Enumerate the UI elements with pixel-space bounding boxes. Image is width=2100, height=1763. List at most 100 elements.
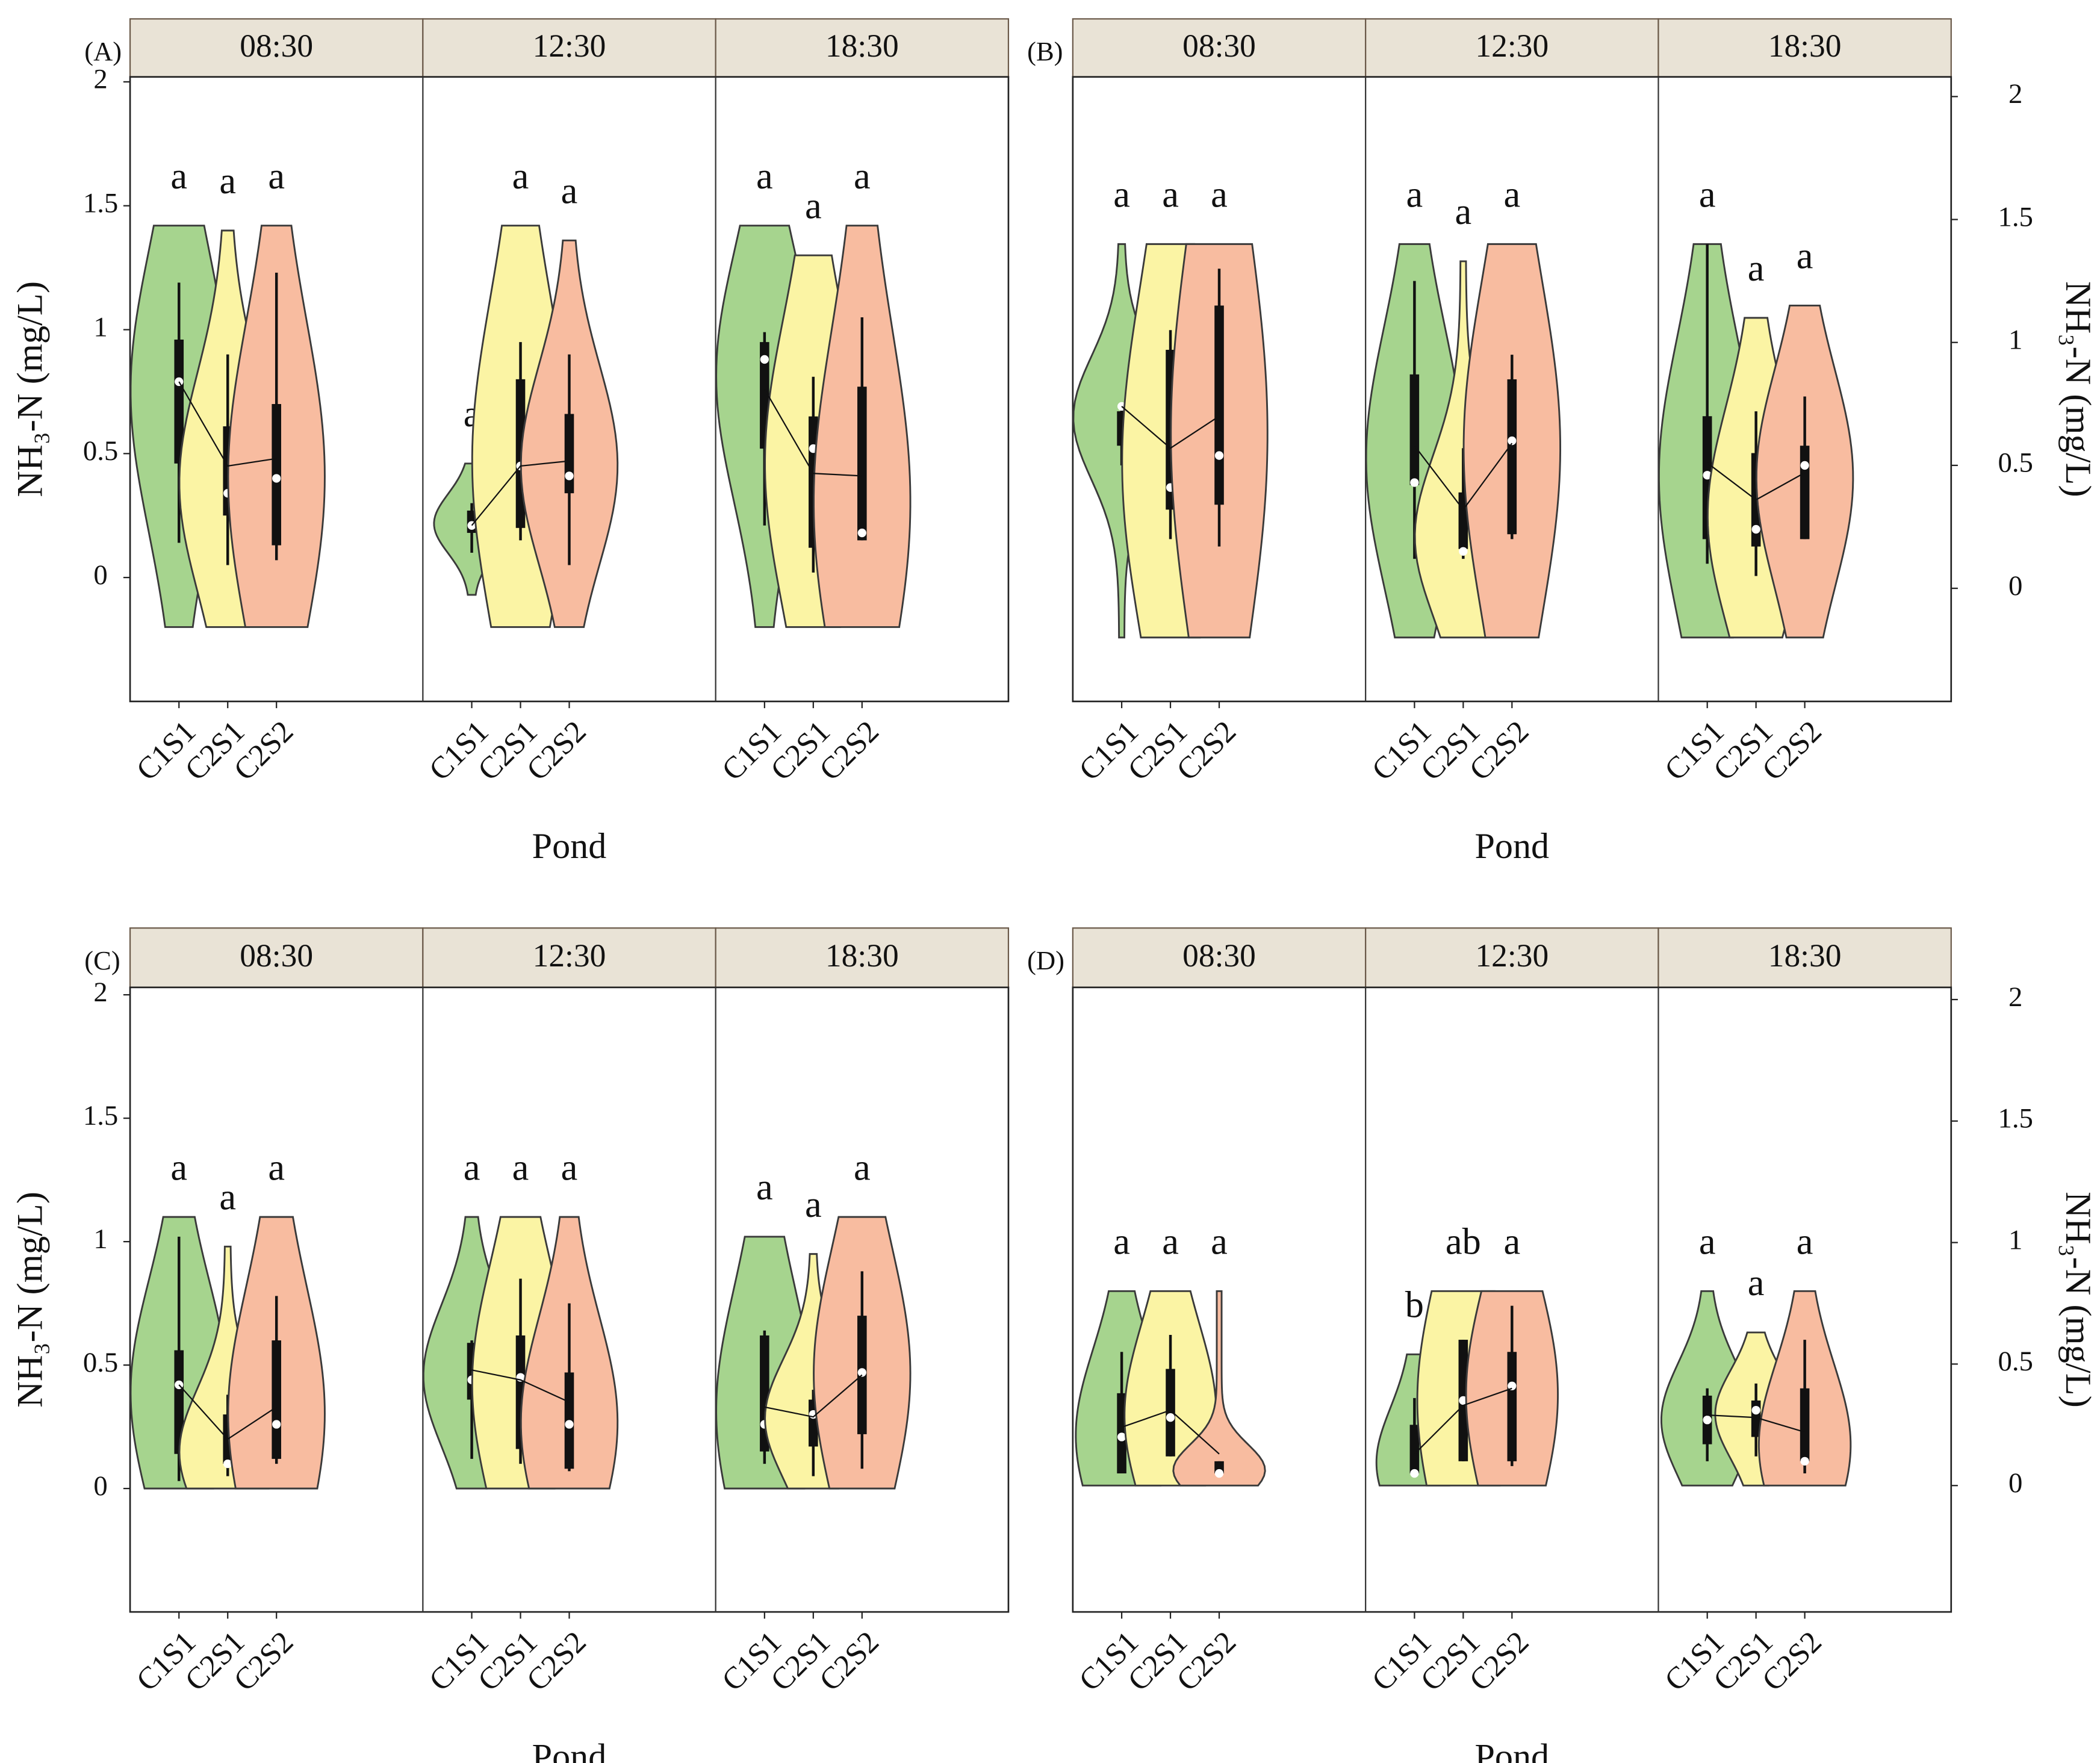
facet-title: 12:30 (533, 937, 606, 974)
y-tick-label: 2 (93, 977, 107, 1008)
median-dot (272, 474, 281, 483)
y-tick-label: 1.5 (83, 1100, 118, 1131)
significance-letter: a (464, 1146, 480, 1188)
mean-line (1121, 406, 1220, 449)
facet-strip (129, 18, 424, 78)
y-tick-label: 1.5 (83, 187, 118, 219)
facet-title: 18:30 (1768, 937, 1842, 974)
facet-strip (1072, 18, 1367, 78)
significance-letter: a (805, 184, 822, 226)
median-dot (565, 1420, 574, 1429)
facet-strip (715, 18, 1010, 78)
iqr-box (857, 387, 867, 541)
iqr-box (272, 1340, 281, 1459)
y-tick-label: 0.5 (83, 435, 118, 467)
median-dot (1703, 1416, 1712, 1425)
x-axis-label: Pond (532, 826, 607, 866)
panel-label: (C) (84, 945, 120, 975)
median-dot (175, 377, 184, 387)
significance-letter: a (1113, 173, 1130, 215)
significance-letter: a (854, 155, 871, 197)
median-dot (1459, 547, 1468, 556)
significance-letter: a (1211, 173, 1228, 215)
significance-letter: a (756, 1166, 773, 1208)
iqr-box (1409, 1425, 1420, 1474)
facet-strip (422, 18, 716, 78)
y-tick-label: 1.5 (1998, 201, 2033, 232)
significance-letter: a (1699, 1220, 1716, 1262)
significance-letter: a (512, 155, 529, 197)
significance-letter: a (170, 155, 187, 197)
significance-letter: a (170, 1146, 187, 1188)
mean-line (1707, 1414, 1805, 1433)
median-dot (565, 471, 574, 480)
panel-label: (A) (84, 36, 122, 66)
mean-line (1414, 1387, 1512, 1455)
facet-title: 08:30 (1182, 28, 1256, 64)
significance-letter: a (854, 1146, 871, 1188)
y-tick-label: 0 (2008, 1467, 2022, 1499)
y-tick-label: 1 (2008, 324, 2022, 355)
y-tick-label: 2 (93, 64, 107, 95)
median-dot (1410, 478, 1419, 487)
median-dot (1800, 461, 1809, 470)
significance-letter: a (1455, 190, 1472, 232)
y-axis-label: NH₃-N (mg/L) (10, 281, 51, 497)
y-tick-label: 0 (2008, 570, 2022, 602)
facet-title: 08:30 (240, 28, 313, 64)
mean-line (1414, 443, 1513, 511)
iqr-box (1409, 374, 1420, 485)
y-axis-label: NH₃-N (mg/L) (2058, 281, 2098, 497)
y-tick-label: 0.5 (1998, 447, 2033, 479)
facet-strip (1365, 18, 1659, 78)
significance-letter: a (805, 1183, 822, 1225)
significance-letter: a (1503, 173, 1520, 215)
facet-title: 18:30 (825, 937, 899, 974)
y-tick-label: 1 (93, 311, 107, 343)
significance-letter: a (219, 1175, 236, 1217)
median-dot (272, 1420, 281, 1429)
y-tick-label: 0.5 (1998, 1346, 2033, 1377)
significance-letter: a (561, 1146, 578, 1188)
median-dot (1751, 1405, 1760, 1415)
significance-letter: b (1405, 1283, 1424, 1325)
significance-letter: a (561, 169, 578, 211)
significance-letter: a (1406, 173, 1423, 215)
y-tick-label: 0.5 (83, 1347, 118, 1378)
median-dot (1410, 1469, 1419, 1478)
mean-line (1121, 1409, 1220, 1455)
significance-letter: a (219, 160, 236, 202)
y-tick-label: 2 (2008, 981, 2022, 1013)
significance-letter: a (1699, 173, 1716, 215)
significance-letter: a (1797, 1220, 1813, 1262)
iqr-box (1214, 305, 1224, 505)
facet-strip (129, 927, 424, 988)
median-dot (1800, 1457, 1809, 1466)
panel-label: (B) (1027, 36, 1063, 66)
facet-title: 12:30 (533, 28, 606, 64)
x-axis-label: Pond (532, 1737, 607, 1763)
iqr-box (174, 1350, 184, 1454)
y-tick-label: 1.5 (1998, 1103, 2033, 1134)
median-dot (857, 528, 866, 538)
iqr-box (1800, 446, 1810, 539)
mean-line (178, 381, 277, 467)
iqr-box (174, 339, 184, 464)
violin-body (1172, 1290, 1266, 1487)
median-dot (1214, 1469, 1224, 1478)
facet-strip (715, 927, 1010, 988)
significance-letter: a (268, 1146, 285, 1188)
facet-strip (422, 927, 716, 988)
mean-line (178, 1384, 277, 1440)
median-dot (857, 1368, 866, 1377)
significance-letter: a (1748, 1261, 1765, 1304)
significance-letter: a (756, 155, 773, 197)
significance-letter: a (1162, 1220, 1179, 1262)
facet-title: 12:30 (1475, 28, 1549, 64)
y-axis-label: NH₃-N (mg/L) (2058, 1192, 2098, 1408)
iqr-box (1166, 1369, 1175, 1457)
facet-strip (1657, 18, 1952, 78)
x-axis-label: Pond (1475, 826, 1550, 866)
median-dot (1751, 524, 1760, 534)
